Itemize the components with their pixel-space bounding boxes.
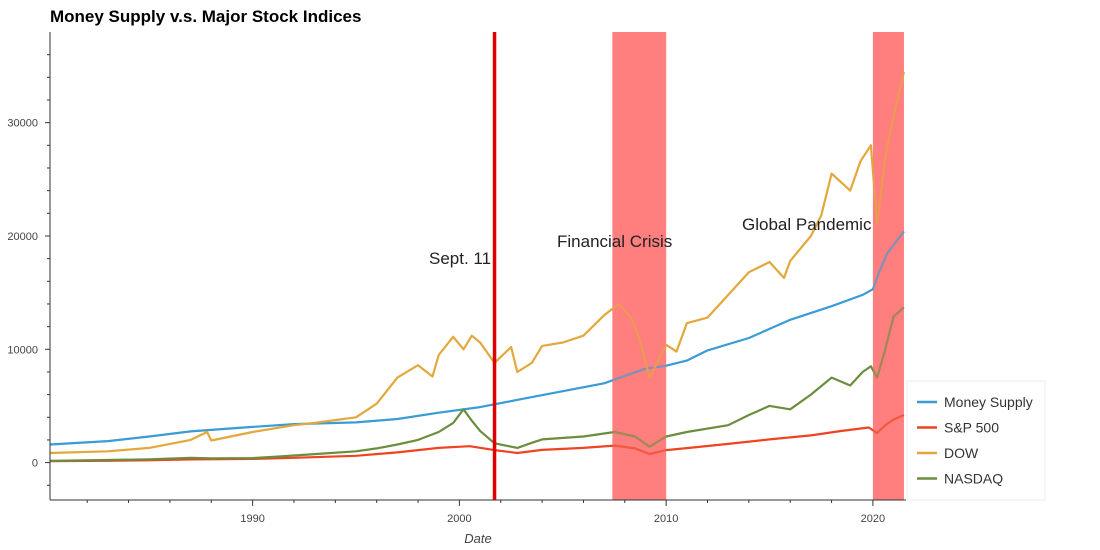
chart-title: Money Supply v.s. Major Stock Indices — [50, 7, 362, 26]
legend-entry: NASDAQ — [944, 471, 1003, 487]
y-tick-label: 20000 — [7, 231, 38, 243]
event-span-overlay-2 — [872, 32, 904, 500]
legend-entry: Money Supply — [944, 394, 1033, 410]
y-tick-label: 30000 — [7, 118, 38, 130]
x-tick-label: 1990 — [240, 513, 264, 525]
annotation-label: Financial Crisis — [557, 232, 672, 251]
annotations-layer: Sept. 11 Financial Crisis Global Pandemic — [429, 32, 872, 500]
legend-entry: S&P 500 — [944, 420, 999, 436]
event-shading-layer — [612, 32, 904, 500]
event-span-overlay-1 — [612, 32, 667, 500]
legend: Money Supply S&P 500 DOW NASDAQ — [906, 380, 1046, 501]
series-line-money-supply — [49, 230, 905, 446]
annotation-label: Sept. 11 — [429, 249, 491, 268]
event-span-1 — [612, 32, 667, 500]
x-tick-label: 2000 — [447, 513, 471, 525]
x-tick-label: 2020 — [861, 513, 885, 525]
y-tick-label: 0 — [32, 458, 38, 470]
y-tick-label: 10000 — [7, 344, 38, 356]
series-line-s-p-500 — [49, 413, 905, 463]
series-lines-layer — [49, 32, 905, 500]
series-line-dow — [49, 71, 905, 455]
annotation-label: Global Pandemic — [742, 215, 872, 234]
legend-entry: DOW — [944, 445, 979, 461]
axes-layer: 0 10000 20000 30000 1990 2000 2010 2020 Date — [7, 32, 906, 546]
x-tick-label: 2010 — [654, 513, 678, 525]
x-axis-label: Date — [464, 531, 491, 546]
series-line-nasdaq — [49, 306, 905, 462]
